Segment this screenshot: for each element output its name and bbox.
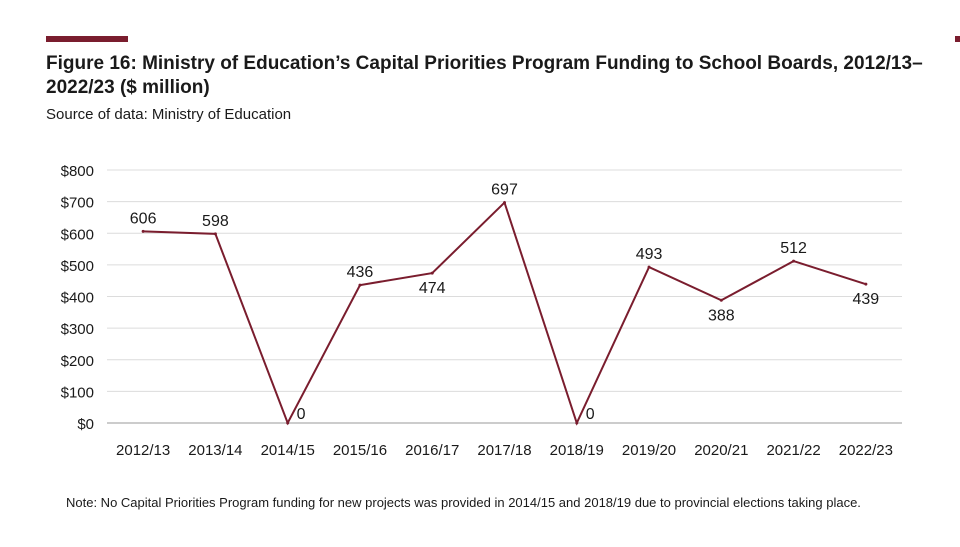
series-line	[143, 200, 867, 426]
data-label: 493	[636, 246, 663, 263]
x-tick-label: 2012/13	[116, 442, 170, 459]
y-tick-label: $700	[61, 195, 94, 212]
data-point	[864, 282, 868, 286]
data-label: 598	[202, 213, 229, 230]
y-tick-label: $100	[61, 384, 94, 401]
y-tick-label: $600	[61, 226, 94, 243]
data-label: 697	[491, 182, 518, 199]
x-tick-label: 2015/16	[333, 442, 387, 459]
series-group	[141, 200, 868, 426]
x-tick-label: 2022/23	[839, 442, 893, 459]
data-point	[647, 265, 651, 269]
data-point	[358, 283, 362, 287]
x-axis-ticks: 2012/13 2013/14 2014/15 2015/16 2016/17 2017/…	[116, 442, 893, 459]
data-point	[213, 232, 217, 236]
y-tick-label: $200	[61, 353, 94, 370]
data-label: 512	[780, 240, 807, 257]
data-label: 0	[586, 406, 595, 423]
line-chart: $0 $100 $200 $300 $400 $500 $600 $700 $800 2012/…	[61, 163, 902, 459]
x-tick-label: 2016/17	[405, 442, 459, 459]
accent-bar	[46, 36, 128, 42]
x-tick-label: 2019/20	[622, 442, 676, 459]
data-label: 388	[708, 307, 735, 324]
x-tick-label: 2014/15	[261, 442, 315, 459]
data-labels: 606 598 0 436 474 697 0 493 388 512 439	[130, 182, 880, 423]
data-label: 0	[297, 406, 306, 423]
figure-title: Figure 16: Ministry of Education’s Capit…	[46, 53, 923, 98]
data-point	[430, 271, 434, 275]
x-tick-label: 2020/21	[694, 442, 748, 459]
data-point	[719, 298, 723, 302]
data-point	[575, 421, 579, 425]
grid-lines	[107, 169, 902, 424]
x-tick-label: 2021/22	[766, 442, 820, 459]
y-tick-label: $300	[61, 321, 94, 338]
x-tick-label: 2018/19	[550, 442, 604, 459]
data-point	[141, 229, 145, 233]
y-tick-label: $400	[61, 290, 94, 307]
accent-tick	[955, 36, 960, 42]
data-point	[286, 421, 290, 425]
data-label: 439	[853, 291, 880, 308]
x-tick-label: 2013/14	[188, 442, 242, 459]
data-point	[792, 259, 796, 263]
data-point	[503, 201, 506, 205]
figure-source: Source of data: Ministry of Education	[46, 106, 292, 123]
x-tick-label: 2017/18	[477, 442, 531, 459]
data-label: 436	[347, 264, 374, 281]
figure-note: Note: No Capital Priorities Program fund…	[66, 495, 861, 510]
y-axis-ticks: $0 $100 $200 $300 $400 $500 $600 $700 $800	[61, 163, 94, 433]
data-label: 474	[419, 280, 446, 297]
data-label: 606	[130, 210, 157, 227]
y-tick-label: $0	[77, 416, 94, 433]
y-tick-label: $800	[61, 163, 94, 180]
y-tick-label: $500	[61, 258, 94, 275]
